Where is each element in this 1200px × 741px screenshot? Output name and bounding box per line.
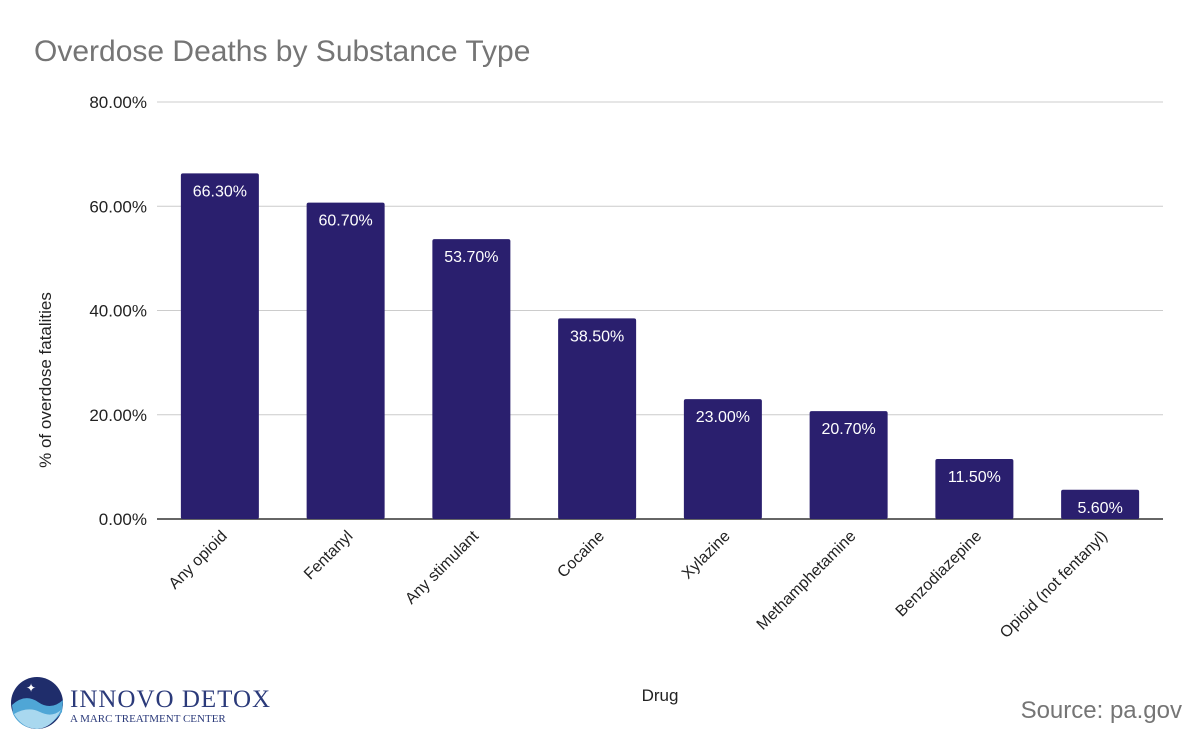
logo: ✦ INNOVO DETOX A MARC TREATMENT CENTER — [11, 677, 271, 729]
y-tick-label: 20.00% — [89, 406, 147, 425]
data-label: 60.70% — [318, 213, 372, 230]
bar — [683, 399, 762, 519]
data-label: 20.70% — [821, 421, 875, 438]
svg-text:INNOVO DETOX: INNOVO DETOX — [70, 686, 271, 713]
data-label: 53.70% — [444, 249, 498, 266]
x-tick-label: Xylazine — [679, 528, 734, 583]
x-tick-label: Methamphetamine — [754, 528, 860, 634]
x-tick-label: Any stimulant — [402, 527, 482, 607]
data-label: 5.60% — [1077, 500, 1122, 517]
y-tick-label: 40.00% — [89, 302, 147, 321]
y-axis-label: % of overdose fatalities — [36, 292, 55, 468]
bar — [935, 459, 1014, 519]
data-label: 23.00% — [696, 409, 750, 426]
x-tick-label: Opioid (not fentanyl) — [997, 528, 1111, 642]
bar — [809, 411, 888, 519]
x-tick-label: Cocaine — [554, 528, 608, 582]
x-tick-label: Any opioid — [166, 528, 231, 593]
data-label: 11.50% — [948, 469, 1001, 486]
bar — [1061, 489, 1140, 519]
bar — [558, 318, 637, 519]
source-note: Source: pa.gov — [1021, 697, 1182, 724]
bar — [306, 202, 385, 519]
x-axis-label: Drug — [642, 686, 679, 705]
x-tick-label: Benzodiazepine — [893, 528, 986, 621]
data-label: 38.50% — [570, 328, 624, 345]
data-label: 66.30% — [193, 183, 247, 200]
y-tick-label: 0.00% — [99, 510, 147, 529]
svg-text:A MARC TREATMENT CENTER: A MARC TREATMENT CENTER — [70, 713, 226, 725]
bar — [180, 173, 259, 519]
bar — [432, 239, 511, 519]
chart-title: Overdose Deaths by Substance Type — [34, 35, 530, 68]
y-tick-label: 60.00% — [89, 197, 147, 216]
x-tick-label: Fentanyl — [301, 528, 356, 583]
y-tick-label: 80.00% — [89, 93, 147, 112]
star-icon: ✦ — [26, 681, 36, 695]
